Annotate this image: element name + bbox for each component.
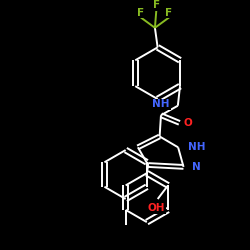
Text: OH: OH	[148, 203, 165, 213]
Text: N: N	[192, 162, 200, 172]
Text: NH: NH	[152, 99, 170, 109]
Text: F: F	[137, 8, 144, 18]
Text: F: F	[166, 8, 172, 18]
Text: NH: NH	[188, 142, 205, 152]
Text: O: O	[183, 118, 192, 128]
Text: F: F	[153, 0, 160, 10]
